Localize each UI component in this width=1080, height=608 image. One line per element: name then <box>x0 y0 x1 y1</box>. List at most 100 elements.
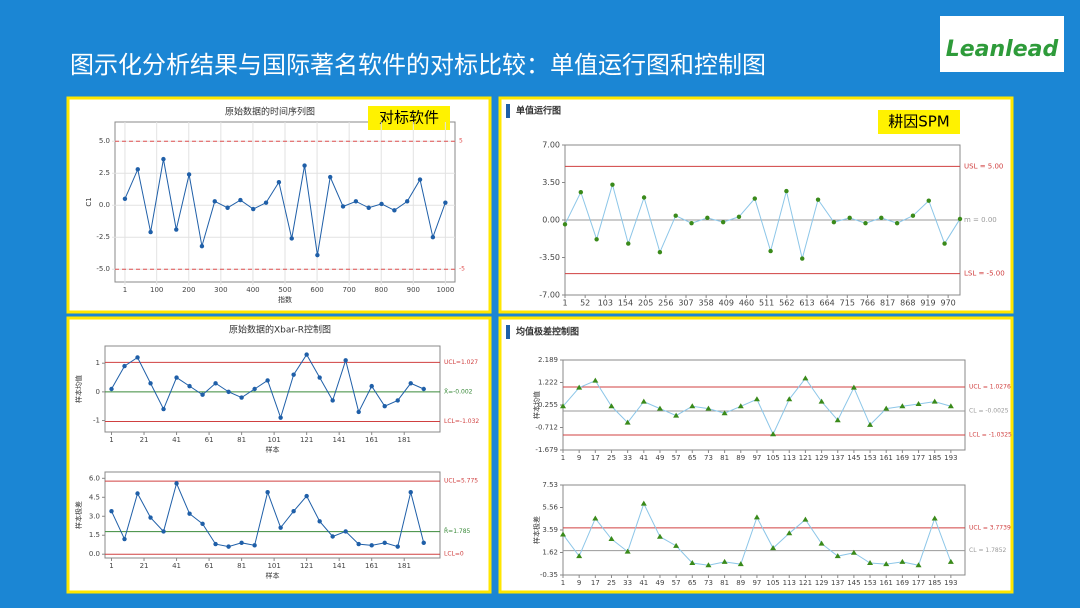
point <box>122 536 127 542</box>
point <box>239 540 244 546</box>
point <box>353 199 359 204</box>
control-label: X̄=-0.002 <box>444 388 473 395</box>
point <box>304 352 309 357</box>
point <box>251 206 256 212</box>
point <box>135 167 140 172</box>
control-label: m = 0.00 <box>964 216 997 224</box>
point <box>421 540 426 546</box>
point <box>931 515 938 521</box>
slide-title: 图示化分析结果与国际著名软件的对标比较：单值运行图和控制图 <box>70 51 766 79</box>
x-tick-label: 89 <box>736 454 745 462</box>
point <box>624 548 631 554</box>
point <box>802 375 809 381</box>
control-label: USL = 5.00 <box>964 162 1003 170</box>
point <box>122 196 128 201</box>
point <box>199 243 205 249</box>
point <box>818 398 825 404</box>
x-tick-label: 205 <box>638 299 653 308</box>
x-tick-label: 100 <box>150 286 163 294</box>
point <box>915 400 922 406</box>
point <box>330 534 335 539</box>
point <box>560 403 566 409</box>
point <box>753 514 760 520</box>
point <box>626 241 631 246</box>
point <box>148 515 153 520</box>
y-tick-label: 0.00 <box>542 216 560 225</box>
point <box>847 215 852 221</box>
point <box>957 216 963 222</box>
point <box>834 417 841 423</box>
point <box>174 375 179 380</box>
x-tick-label: 21 <box>140 436 149 444</box>
point <box>784 188 789 194</box>
x-tick-label: 970 <box>940 299 955 308</box>
y-axis-label: 样本极差 <box>74 501 83 529</box>
y-tick-label: 1.222 <box>538 379 558 387</box>
x-tick-label: 73 <box>704 579 713 587</box>
point <box>883 405 890 411</box>
chart-title: 单值运行图 <box>516 105 561 117</box>
point <box>317 519 322 524</box>
x-tick-label: 1 <box>123 286 127 294</box>
point <box>356 409 361 415</box>
point <box>656 405 663 411</box>
panel <box>498 316 1014 594</box>
point <box>610 182 615 187</box>
point <box>770 545 777 551</box>
point <box>894 221 900 226</box>
x-tick-label: 169 <box>896 454 909 462</box>
point <box>200 521 205 527</box>
point <box>109 386 114 392</box>
x-tick-label: 25 <box>607 454 616 462</box>
point <box>592 377 599 383</box>
point <box>947 558 954 564</box>
x-tick-label: 193 <box>944 579 957 587</box>
x-tick-label: 129 <box>815 579 828 587</box>
point <box>174 481 179 486</box>
point <box>340 204 346 209</box>
x-tick-label: 185 <box>928 454 941 462</box>
x-tick-label: 89 <box>736 579 745 587</box>
x-tick-label: 161 <box>365 436 378 444</box>
point <box>430 235 436 240</box>
point <box>786 530 793 536</box>
point <box>213 381 218 386</box>
point <box>624 419 631 425</box>
x-tick-label: 1 <box>561 454 565 462</box>
point <box>815 197 821 202</box>
x-tick-label: 57 <box>672 579 681 587</box>
y-tick-label: 3.0 <box>89 512 100 520</box>
y-tick-label: 1 <box>96 359 100 367</box>
y-tick-label: 0 <box>96 388 100 396</box>
x-tick-label: 57 <box>672 454 681 462</box>
x-tick-label: 715 <box>840 299 855 308</box>
x-tick-label: 500 <box>278 286 291 294</box>
x-tick-label: 129 <box>815 454 828 462</box>
point <box>736 214 742 219</box>
x-tick-label: 919 <box>920 299 935 308</box>
y-tick-label: 4.5 <box>89 493 100 501</box>
y-tick-label: 2.189 <box>538 356 558 364</box>
point <box>850 549 857 555</box>
y-tick-label: -0.35 <box>540 571 558 579</box>
x-tick-label: 121 <box>300 436 313 444</box>
y-tick-label: 7.53 <box>542 481 558 489</box>
y-tick-label: -3.50 <box>539 253 560 262</box>
x-tick-label: 358 <box>699 299 714 308</box>
point <box>608 536 615 542</box>
x-tick-label: 9 <box>577 454 581 462</box>
point <box>276 179 282 185</box>
point <box>328 174 333 180</box>
point <box>753 396 760 402</box>
x-tick-label: 137 <box>831 579 844 587</box>
point <box>239 395 244 400</box>
control-label: UCL = 3.7739 <box>969 524 1011 531</box>
point <box>226 389 231 395</box>
x-tick-label: 256 <box>658 299 673 308</box>
point <box>421 386 426 392</box>
point <box>831 219 837 225</box>
point <box>135 491 140 496</box>
y-tick-label: 5.56 <box>542 504 558 512</box>
x-tick-label: 177 <box>912 579 925 587</box>
